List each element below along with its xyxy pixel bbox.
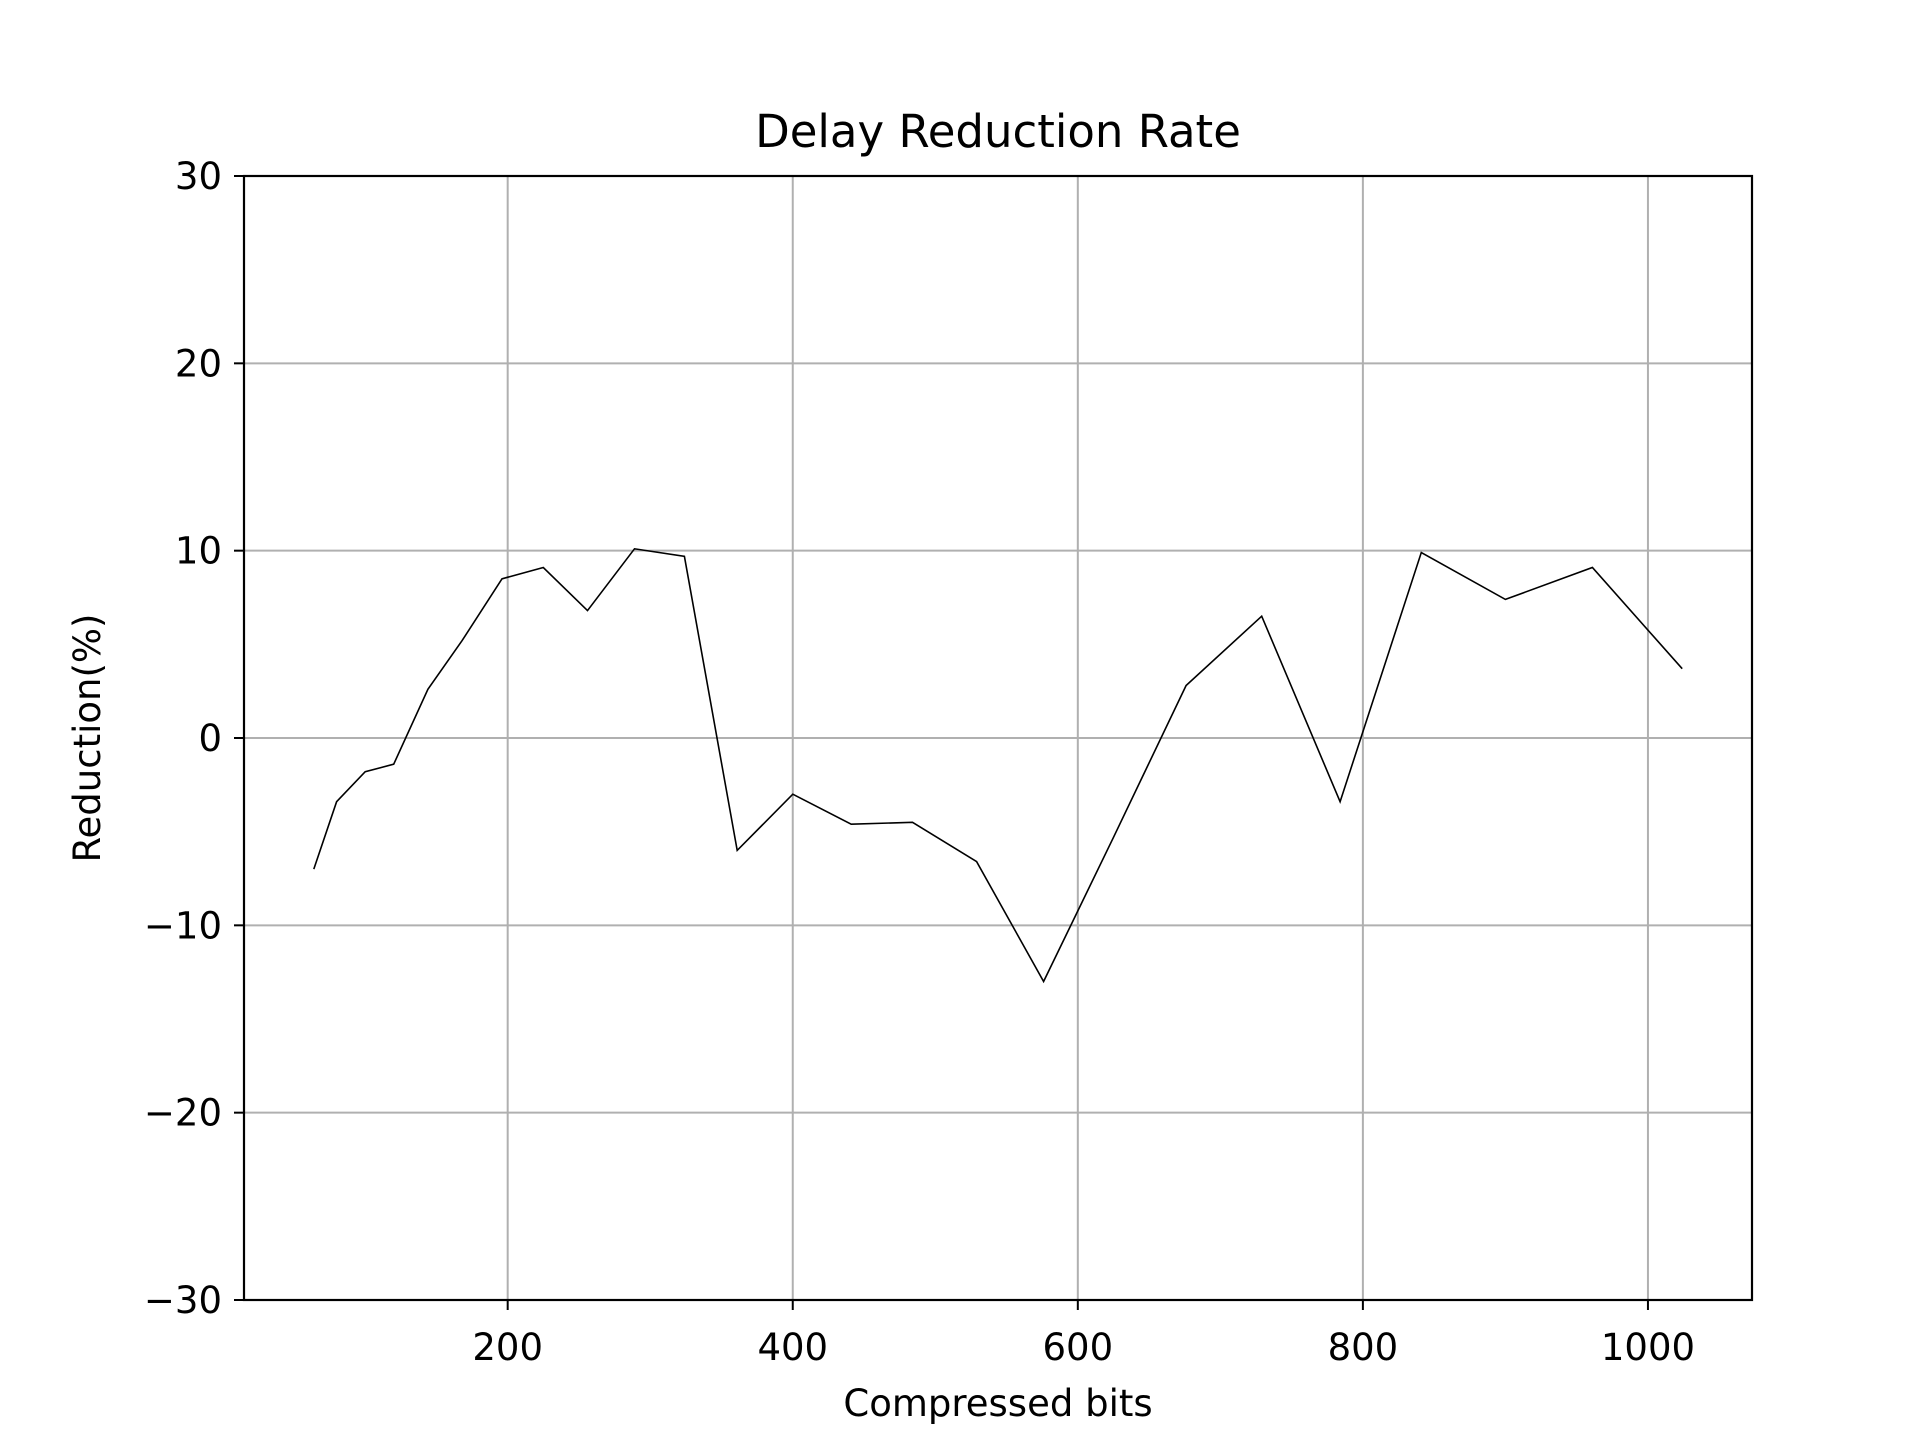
x-axis-title: Compressed bits (843, 1382, 1152, 1425)
y-tick-label: 0 (198, 717, 222, 760)
y-tick-label: 10 (175, 530, 222, 573)
chart-title: Delay Reduction Rate (755, 105, 1241, 158)
x-tick-label: 400 (757, 1326, 828, 1369)
y-tick-label: 30 (175, 155, 222, 198)
series-line (313, 547, 1683, 984)
ticks: 200 400 600 800 1000 −30 −20 −10 0 10 20 30 (144, 155, 1695, 1369)
y-tick-label: 20 (175, 342, 222, 385)
y-axis-title: Reduction(%) (66, 614, 109, 863)
grid (244, 175, 1752, 1301)
x-tick-label: 800 (1328, 1326, 1399, 1369)
x-tick-label: 200 (472, 1326, 543, 1369)
y-tick-label: −20 (144, 1092, 222, 1135)
x-tick-label: 1000 (1601, 1326, 1695, 1369)
x-tick-label: 600 (1043, 1326, 1114, 1369)
plot-area (313, 547, 1683, 984)
y-tick-label: −10 (144, 904, 222, 947)
y-tick-label: −30 (144, 1279, 222, 1322)
